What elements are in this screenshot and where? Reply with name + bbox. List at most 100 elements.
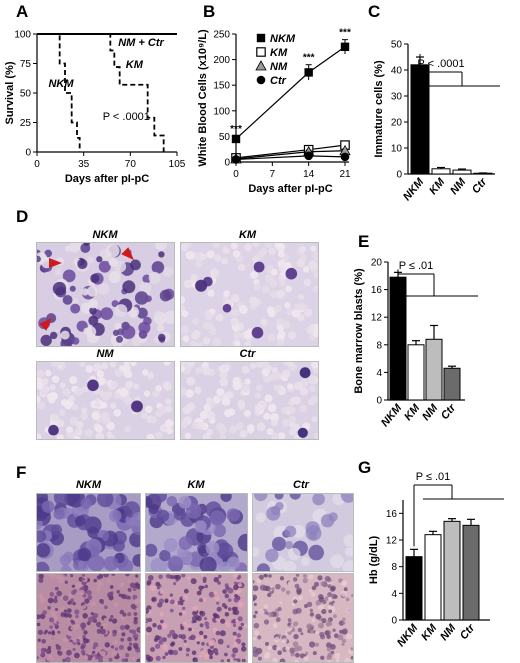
cell-shape [128,588,132,592]
cell-shape [201,586,204,589]
cell-shape [315,631,318,634]
cell-shape [72,585,75,588]
cell-shape [199,589,202,592]
cell-shape [298,595,303,600]
cell-shape [131,629,136,634]
cell-shape [73,639,77,643]
cell-shape [68,632,72,636]
cell-shape [272,537,286,551]
cell-shape [257,635,261,639]
cell-shape [332,629,335,632]
cell-shape [279,601,282,604]
cell-shape [120,625,125,630]
cell-shape [171,575,175,579]
cell-shape [201,573,204,576]
cell-shape [93,642,98,647]
cell-shape [346,598,350,602]
cell-shape [145,655,150,660]
cell-shape [122,658,126,662]
cell-shape [174,508,186,520]
cell-shape [328,605,333,610]
cell-shape [190,635,196,641]
cell-shape [307,602,312,607]
cell-shape [233,585,239,591]
cell-shape [328,597,332,601]
g-p-value: P ≤ .01 [416,471,451,483]
blood-smear-km-image [180,242,319,347]
cell-shape [149,504,159,514]
cell-shape [132,554,141,567]
cell-shape [216,618,220,622]
cell-shape [156,656,161,661]
cell-shape [107,592,113,598]
cell-shape [228,607,232,611]
cell-shape [157,625,162,630]
cell-shape [46,656,51,661]
cell-shape [165,598,169,602]
cell-shape [264,653,270,659]
cell-shape [132,657,136,661]
cell-shape [306,623,312,629]
cell-shape [277,650,282,655]
cell-shape [204,653,210,659]
cell-shape [98,581,103,586]
cell-shape [131,604,136,609]
cell-shape [152,598,155,601]
cell-shape [220,619,225,624]
cell-shape [72,602,75,605]
cell-shape [158,575,163,580]
cell-shape [100,626,103,629]
cell-shape [197,641,200,644]
cell-shape [310,612,314,616]
cell-shape [75,615,78,618]
cell-shape [183,611,187,615]
g-y-tick-label: 12 [386,536,398,547]
cell-shape [286,590,290,594]
cell-shape [42,610,47,615]
micrograph-d-label-km: KM [175,229,320,241]
cell-shape [119,583,124,588]
cell-shape [64,552,74,562]
cell-shape [38,639,41,642]
cell-shape [227,624,231,628]
cell-shape [252,547,259,557]
cell-shape [272,658,277,663]
cell-shape [47,606,51,610]
g-x-tick-label-km: KM [419,622,440,643]
cell-shape [78,548,91,561]
cell-shape [63,595,69,601]
cell-shape [290,493,301,500]
micrograph-texture [181,243,318,346]
cell-shape [152,623,156,627]
cell-shape [155,635,160,640]
cell-shape [184,589,189,594]
cell-shape [119,653,122,656]
cell-shape [287,623,290,626]
cell-shape [298,428,308,438]
cell-shape [209,655,213,659]
cell-shape [36,562,49,572]
g-x-tick-label-ctr: Ctr [458,622,478,642]
cell-shape [253,615,257,619]
cell-shape [328,609,332,613]
cell-shape [194,520,206,532]
cell-shape [147,580,152,585]
cell-shape [288,618,292,622]
cell-shape [238,534,248,552]
cell-shape [135,574,138,577]
cell-shape [234,610,239,615]
cell-shape [114,602,119,607]
cell-shape [309,641,315,647]
cell-shape [127,637,132,642]
cell-shape [119,645,124,650]
cell-shape [335,653,341,659]
cell-shape [217,607,222,612]
cell-shape [186,648,190,652]
cell-shape [242,659,246,663]
cell-shape [277,634,281,638]
cell-shape [255,611,258,614]
cell-shape [285,647,289,651]
cell-shape [94,579,97,582]
cell-shape [136,608,140,612]
cell-shape [120,638,124,642]
